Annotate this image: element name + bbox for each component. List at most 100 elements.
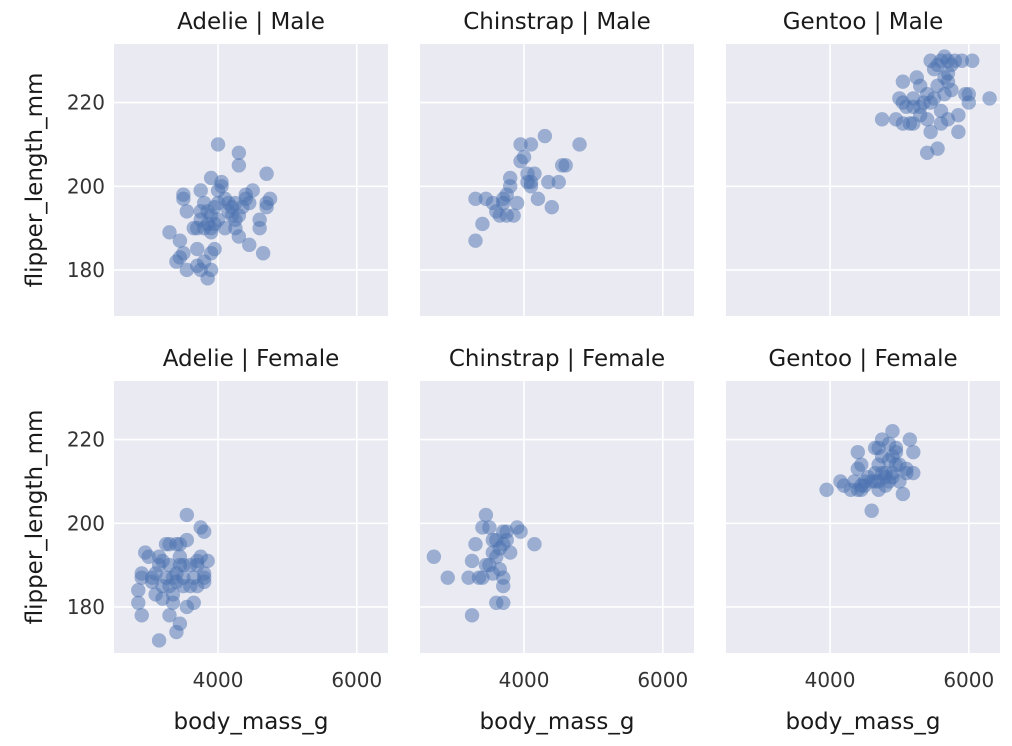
scatter-point — [982, 91, 997, 106]
scatter-point — [874, 112, 890, 127]
scatter-point — [172, 616, 188, 631]
scatter-point — [162, 225, 177, 240]
panel-title: Adelie | Female — [163, 346, 340, 372]
scatter-point — [888, 440, 904, 456]
scatter-point — [207, 241, 222, 257]
scatter-point — [895, 486, 911, 502]
scatter-point — [172, 233, 188, 248]
scatter-point — [906, 465, 921, 481]
x-tick-label: 6000 — [331, 668, 382, 692]
scatter-point — [923, 95, 938, 110]
scatter-point — [944, 82, 959, 98]
scatter-point — [902, 432, 918, 447]
x-axis-label-middle: body_mass_g — [480, 709, 635, 735]
scatter-point — [509, 195, 525, 211]
scatter-point — [906, 444, 921, 460]
y-axis-label-top: flipper_length_mm — [22, 73, 48, 288]
y-tick-label: 200 — [67, 511, 105, 535]
x-tick-label: 4000 — [193, 668, 244, 692]
scatter-point — [200, 553, 215, 569]
scatter-point — [496, 595, 511, 610]
y-tick-label: 220 — [67, 428, 105, 452]
scatter-point — [499, 532, 514, 548]
facet-panel: Gentoo | Male — [726, 9, 1000, 316]
panel-background — [114, 44, 388, 316]
scatter-point — [440, 570, 455, 585]
scatter-point — [262, 191, 278, 207]
panel-background — [726, 44, 1000, 316]
scatter-point — [464, 608, 480, 623]
scatter-point — [530, 191, 546, 207]
scatter-point — [426, 549, 442, 564]
scatter-point — [923, 53, 938, 68]
scatter-point — [930, 141, 945, 156]
scatter-point — [482, 520, 497, 535]
scatter-point — [913, 107, 928, 123]
scatter-point — [176, 191, 191, 207]
scatter-point — [203, 170, 219, 186]
scatter-point — [210, 137, 226, 152]
facet-panel: Chinstrap | Male — [420, 9, 694, 316]
x-tick-label: 4000 — [499, 668, 550, 692]
x-tick-label: 6000 — [637, 668, 688, 692]
scatter-point — [461, 570, 476, 585]
scatter-point — [885, 424, 900, 439]
scatter-point — [496, 578, 511, 594]
scatter-point — [506, 208, 521, 223]
x-tick-label: 4000 — [805, 668, 856, 692]
scatter-point — [951, 124, 966, 140]
scatter-point — [850, 444, 865, 460]
scatter-point — [895, 74, 911, 89]
scatter-point — [131, 595, 146, 610]
scatter-point — [468, 233, 483, 248]
y-tick-label: 180 — [67, 258, 105, 282]
scatter-point — [468, 191, 483, 207]
scatter-point — [252, 212, 267, 227]
scatter-point — [255, 246, 271, 261]
panel-title: Gentoo | Male — [783, 9, 944, 35]
panel-title: Chinstrap | Male — [463, 9, 651, 35]
scatter-point — [259, 166, 274, 181]
panel-title: Gentoo | Female — [768, 346, 957, 372]
scatter-point — [864, 503, 879, 518]
scatter-point — [502, 170, 518, 186]
scatter-point — [179, 204, 195, 219]
scatter-point — [162, 608, 177, 623]
scatter-point — [231, 145, 247, 160]
scatter-point — [231, 229, 247, 244]
scatter-point — [965, 53, 980, 68]
scatter-point — [537, 128, 553, 144]
scatter-point — [923, 124, 938, 140]
scatter-point — [475, 216, 490, 232]
y-tick-label: 180 — [67, 595, 105, 619]
scatter-point — [485, 566, 501, 581]
x-axis-label-right: body_mass_g — [786, 709, 941, 735]
y-axis-label-bottom: flipper_length_mm — [22, 410, 48, 625]
x-axis-label-left: body_mass_g — [174, 709, 329, 735]
scatter-point — [196, 566, 212, 581]
scatter-point — [196, 524, 212, 539]
scatter-point — [245, 183, 260, 198]
scatter-point — [951, 107, 966, 123]
scatter-point — [954, 53, 970, 68]
scatter-point — [885, 470, 900, 485]
scatter-point — [961, 87, 976, 102]
scatter-point — [489, 532, 504, 548]
scatter-point — [513, 137, 528, 152]
scatter-point — [854, 457, 869, 472]
scatter-point — [544, 200, 559, 215]
scatter-point — [468, 537, 483, 552]
scatter-point — [551, 174, 566, 190]
scatter-point — [867, 440, 883, 456]
scatter-point — [516, 149, 532, 165]
facet-panel: Adelie | Male 180 200 220 — [67, 9, 388, 316]
scatter-point — [203, 262, 219, 278]
scatter-point — [940, 66, 956, 81]
scatter-point — [572, 137, 587, 152]
x-tick-label: 6000 — [943, 668, 994, 692]
scatter-point — [819, 482, 834, 497]
scatter-point — [217, 220, 233, 236]
scatter-point — [527, 537, 542, 552]
scatter-point — [242, 237, 257, 253]
